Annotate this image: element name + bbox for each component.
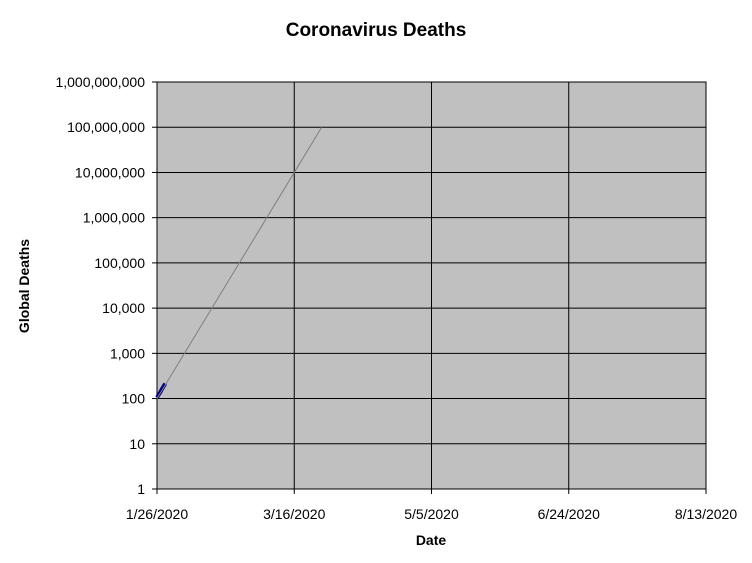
x-tick-label: 3/16/2020 [263,506,325,522]
y-tick-label: 100,000,000 [67,119,145,135]
x-tick-label: 5/5/2020 [404,506,459,522]
x-tick-label: 1/26/2020 [126,506,188,522]
gridlines [157,81,707,489]
y-tick-label: 100,000 [94,255,145,271]
series-layer [155,126,323,399]
x-axis-ticks: 1/26/2020 3/16/2020 5/5/2020 6/24/2020 8/13/… [126,489,737,522]
series-line-1 [155,382,167,399]
x-tick-label: 6/24/2020 [538,506,600,522]
y-tick-label: 10,000,000 [75,164,145,180]
x-tick-label: 8/13/2020 [675,506,737,522]
y-axis-ticks: 1 10 100 1,000 10,000 100,000 1,000,000 10,000,… [55,74,157,497]
y-tick-label: 1,000,000,000 [55,74,145,90]
y-tick-label: 1,000,000 [83,210,145,226]
y-tick-label: 1,000 [110,345,145,361]
y-axis-title: Global Deaths [16,239,32,333]
y-tick-label: 10,000 [102,300,145,316]
x-axis-title: Date [416,532,447,548]
y-tick-label: 1 [137,481,145,497]
chart-title: Coronavirus Deaths [286,20,467,41]
series-line-2 [156,126,323,399]
y-tick-label: 10 [129,436,145,452]
y-tick-label: 100 [122,391,146,407]
